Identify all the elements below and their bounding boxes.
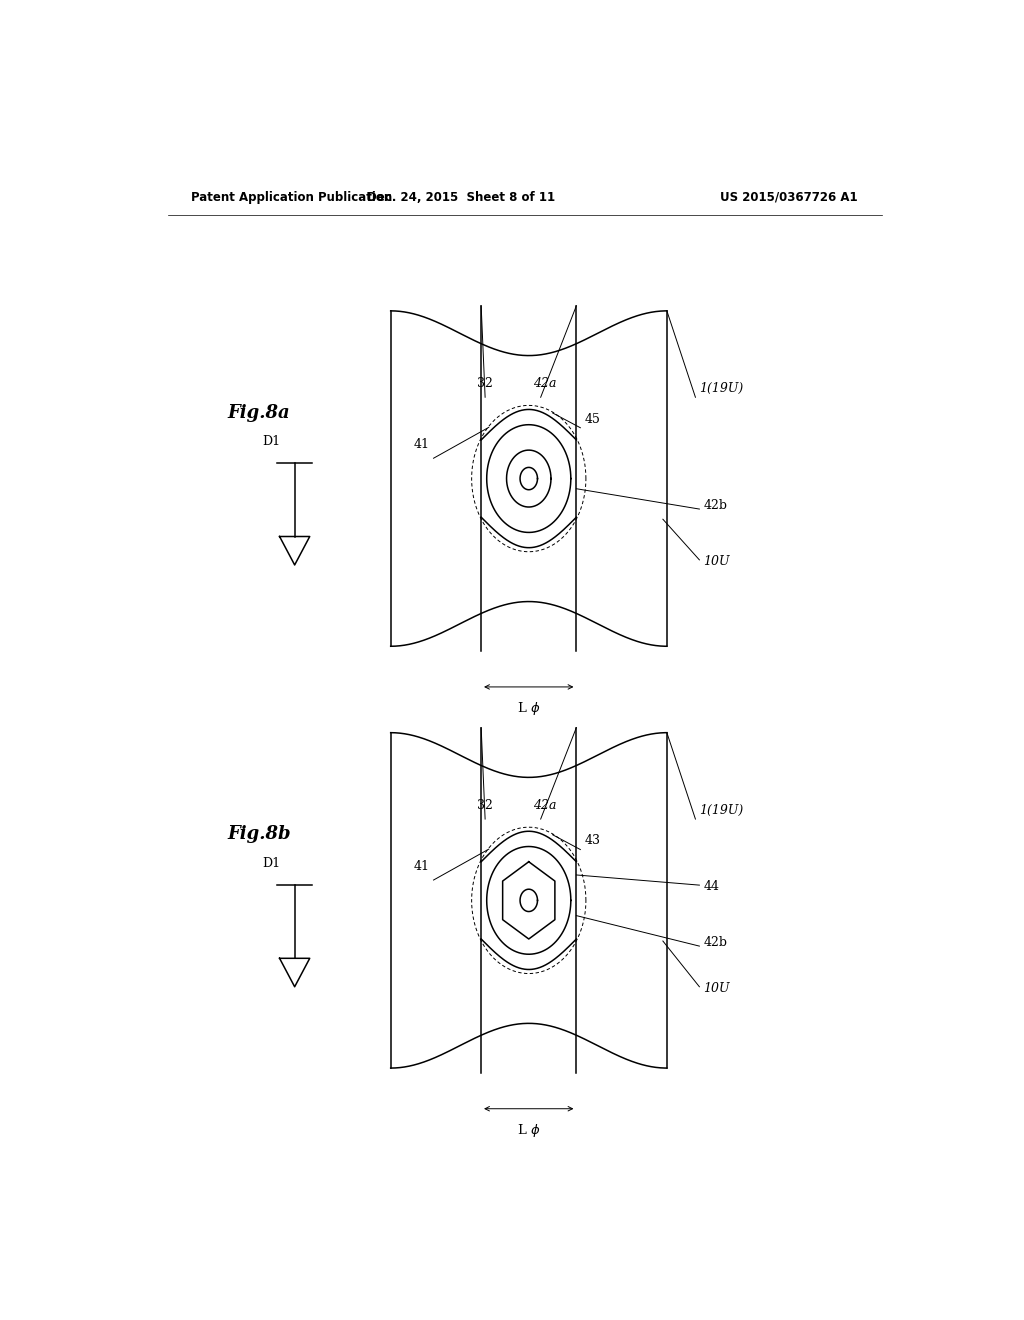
Text: 1(19U): 1(19U) xyxy=(699,383,743,395)
Text: 10U: 10U xyxy=(703,554,730,568)
Text: 41: 41 xyxy=(414,438,430,451)
Text: 1(19U): 1(19U) xyxy=(699,804,743,817)
Text: L $\phi$: L $\phi$ xyxy=(517,1122,541,1139)
Text: Dec. 24, 2015  Sheet 8 of 11: Dec. 24, 2015 Sheet 8 of 11 xyxy=(368,191,555,203)
Text: L $\phi$: L $\phi$ xyxy=(517,700,541,717)
Text: D1: D1 xyxy=(262,436,280,447)
Text: 44: 44 xyxy=(703,880,719,894)
Text: 42a: 42a xyxy=(532,799,556,812)
Text: Fig.8b: Fig.8b xyxy=(227,825,291,843)
Text: US 2015/0367726 A1: US 2015/0367726 A1 xyxy=(721,191,858,203)
Text: Fig.8a: Fig.8a xyxy=(227,404,290,421)
Text: D1: D1 xyxy=(262,857,280,870)
Text: 42b: 42b xyxy=(703,499,727,512)
Text: 42b: 42b xyxy=(703,936,727,949)
Text: 45: 45 xyxy=(585,413,600,425)
Text: 42a: 42a xyxy=(532,378,556,391)
Text: Patent Application Publication: Patent Application Publication xyxy=(191,191,393,203)
Text: 41: 41 xyxy=(414,859,430,873)
Text: 43: 43 xyxy=(585,834,600,847)
Text: 32: 32 xyxy=(477,378,494,391)
Text: 10U: 10U xyxy=(703,982,730,995)
Text: 32: 32 xyxy=(477,799,494,812)
